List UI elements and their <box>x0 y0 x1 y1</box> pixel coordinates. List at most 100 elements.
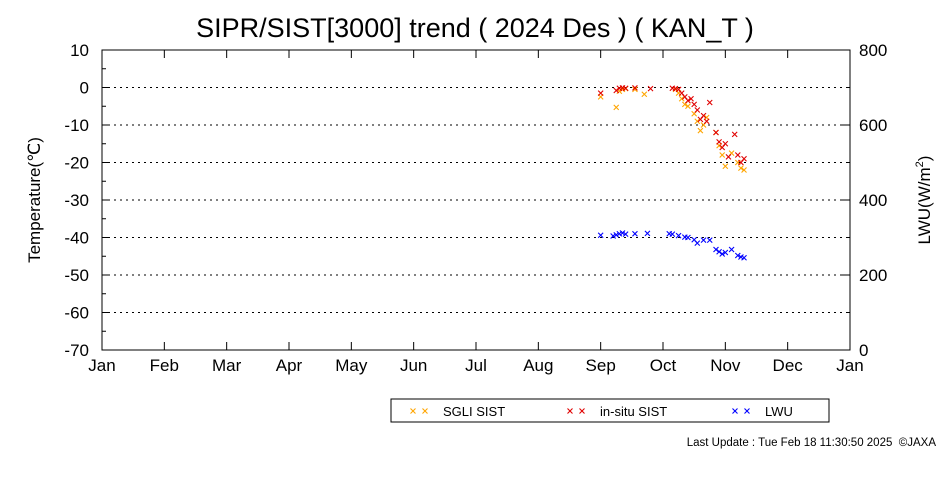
y-tick-label: -30 <box>64 191 89 210</box>
data-point <box>632 86 638 93</box>
data-point <box>622 231 629 238</box>
data-point <box>697 127 704 134</box>
data-point <box>688 95 694 102</box>
legend-marker <box>744 408 750 414</box>
data-point <box>722 140 729 147</box>
data-point <box>719 152 726 158</box>
data-point <box>700 237 707 244</box>
data-point <box>691 101 698 108</box>
y2-axis-label-end: ) <box>915 156 934 162</box>
y-axis-right: 800 600 400 200 0 <box>842 41 887 360</box>
data-point <box>741 254 747 261</box>
legend-marker <box>579 408 585 414</box>
data-point <box>641 91 648 98</box>
x-tick-label: Feb <box>150 356 179 375</box>
x-tick-label: Nov <box>710 356 741 375</box>
x-tick-label: Aug <box>523 356 553 375</box>
data-point <box>716 138 722 145</box>
data-point <box>722 249 729 256</box>
legend-item: in-situ SIST <box>567 404 667 419</box>
y-tick-label: -60 <box>64 304 89 323</box>
data-point <box>685 97 691 104</box>
x-tick-label: Mar <box>212 356 242 375</box>
data-point <box>734 252 741 259</box>
legend-label: LWU <box>765 404 793 419</box>
y-axis-left: 10 0 -10 -20 -30 -40 -50 -60 -70 <box>64 41 110 360</box>
y-tick-label: 10 <box>70 41 89 60</box>
x-tick-label: Jan <box>88 356 115 375</box>
legend-marker <box>567 408 573 414</box>
data-point <box>632 230 638 237</box>
x-axis: Jan Feb Mar Apr May Jun Jul Aug Sep Oct Nov Dec Jan <box>88 50 864 375</box>
x-tick-label: Sep <box>586 356 616 375</box>
data-point <box>613 87 620 94</box>
legend-marker <box>422 408 428 414</box>
chart-title: SIPR/SIST[3000] trend ( 2024 Des ) ( KAN… <box>196 13 754 43</box>
y-axis-label: Temperature(℃) <box>25 137 44 263</box>
data-point <box>728 246 735 253</box>
x-tick-label: May <box>335 356 368 375</box>
data-point <box>694 107 701 113</box>
x-tick-label: Jun <box>400 356 427 375</box>
data-point <box>694 240 701 247</box>
data-point <box>725 153 732 160</box>
y2-tick-label: 800 <box>859 41 887 60</box>
y-tick-label: -70 <box>64 341 89 360</box>
data-point <box>734 152 741 158</box>
data-point <box>731 131 738 138</box>
last-update-footer: Last Update : Tue Feb 18 11:30:50 2025 ©… <box>686 437 936 449</box>
y2-axis-label-main: LWU(W/m <box>915 167 934 244</box>
data-point <box>716 248 722 255</box>
data-point <box>597 90 604 97</box>
x-tick-label: Apr <box>276 356 303 375</box>
legend-marker <box>410 408 416 414</box>
data-point <box>706 99 713 106</box>
data-point <box>700 112 707 119</box>
y-tick-label: -20 <box>64 154 89 173</box>
y2-axis-label: LWU(W/m2) <box>914 156 934 245</box>
legend-label: in-situ SIST <box>600 404 667 419</box>
y-tick-label: 0 <box>80 79 89 98</box>
data-point <box>741 155 747 162</box>
data-point <box>713 129 719 136</box>
data-point <box>722 163 729 170</box>
legend-box <box>390 398 830 423</box>
data-point <box>669 231 676 238</box>
y2-tick-label: 200 <box>859 266 887 285</box>
x-tick-label: Oct <box>650 356 677 375</box>
legend-marker <box>732 408 738 414</box>
legend-label: SGLI SIST <box>443 404 505 419</box>
data-point <box>622 85 629 92</box>
data-point <box>685 103 691 110</box>
data-point <box>613 104 620 111</box>
legend-item: LWU <box>732 404 793 419</box>
legend: SGLI SIST in-situ SIST LWU <box>390 398 830 423</box>
data-point <box>741 167 747 173</box>
y2-tick-label: 400 <box>859 191 887 210</box>
data-point <box>713 246 719 253</box>
data-points <box>597 84 747 261</box>
data-point <box>647 85 654 92</box>
data-point <box>703 118 710 125</box>
y2-tick-label: 600 <box>859 116 887 135</box>
y-tick-label: -40 <box>64 229 89 248</box>
data-point <box>632 84 638 91</box>
data-point <box>678 95 685 102</box>
legend-item: SGLI SIST <box>410 404 505 419</box>
data-point <box>685 234 691 241</box>
data-point <box>706 237 713 244</box>
y2-tick-label: 0 <box>859 341 868 360</box>
data-point <box>619 230 626 236</box>
y2-axis-label-sup: 2 <box>914 161 926 167</box>
data-point <box>738 165 744 172</box>
data-point <box>610 233 617 239</box>
data-point <box>597 232 604 239</box>
x-tick-label: Jul <box>465 356 487 375</box>
y-tick-label: -50 <box>64 266 89 285</box>
x-tick-label: Dec <box>773 356 804 375</box>
x-tick-label: Jan <box>836 356 863 375</box>
data-point <box>694 118 701 125</box>
y-tick-label: -10 <box>64 116 89 135</box>
data-point <box>719 251 726 257</box>
